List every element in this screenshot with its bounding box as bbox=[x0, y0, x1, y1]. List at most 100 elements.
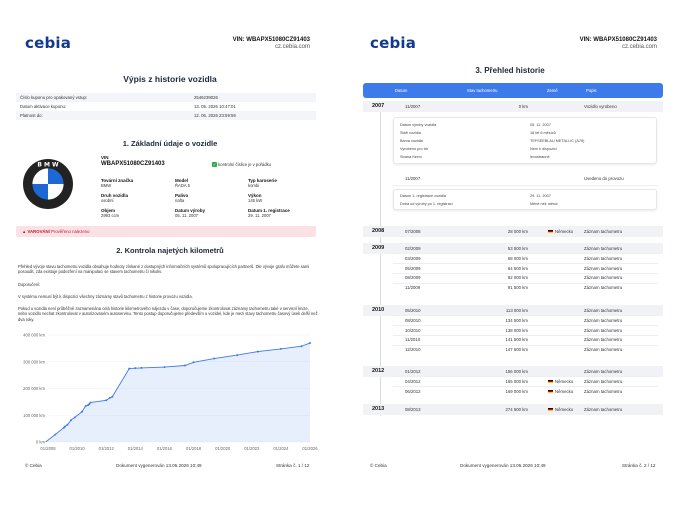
row-divider bbox=[393, 282, 658, 284]
country-name: Německo bbox=[555, 378, 574, 384]
row-date: 11/2010 bbox=[405, 337, 421, 343]
row-description: Záznam tachometru bbox=[584, 285, 623, 291]
y-tick-label: 300 000 km bbox=[23, 359, 45, 364]
data-point bbox=[70, 419, 73, 422]
info-label: Platnost do: bbox=[20, 113, 43, 118]
data-point bbox=[256, 350, 259, 353]
detail-key: Vyrobeno pro trh bbox=[400, 147, 429, 151]
row-odometer: 82 000 km bbox=[507, 275, 528, 281]
year-label: 2008 bbox=[372, 228, 385, 234]
row-odometer: 64 500 km bbox=[507, 265, 528, 271]
country-name: Německo bbox=[555, 407, 574, 412]
row-odometer: 58 000 km bbox=[507, 255, 528, 261]
x-tick-label: 01/2026 bbox=[302, 446, 318, 451]
row-divider bbox=[393, 272, 658, 274]
recommendation-title: Doporučení: bbox=[18, 282, 41, 287]
info-row: Platnost do: 12. 06. 2026 23:59:59 bbox=[16, 111, 316, 120]
year-band bbox=[363, 404, 663, 415]
germany-flag-icon bbox=[548, 380, 553, 384]
row-divider bbox=[393, 325, 658, 327]
year-label: 2007 bbox=[372, 103, 385, 109]
detail-value: TEFSEEBLAU METALLIC (A78) bbox=[530, 139, 585, 143]
cebia-logo: cebia bbox=[370, 34, 417, 52]
vin-header: VIN: WBAPX51080CZ91403 cz.cebia.com bbox=[233, 37, 310, 51]
info-label: Číslo kuponu pro opakovaný vstup: bbox=[20, 95, 88, 100]
y-tick-label: 100 000 km bbox=[23, 413, 45, 418]
col-date: Datum bbox=[395, 88, 408, 93]
vin-label: VIN bbox=[101, 155, 109, 160]
y-tick-label: 0 km bbox=[36, 440, 46, 445]
country-name: Německo bbox=[555, 388, 574, 394]
cebia-logo: cebia bbox=[25, 34, 72, 52]
data-point bbox=[184, 364, 187, 367]
row-odometer: 53 500 km bbox=[507, 246, 528, 251]
data-point bbox=[63, 425, 66, 428]
footer-left: © Cebia bbox=[370, 463, 387, 468]
row-description: Záznam tachometru bbox=[584, 246, 623, 251]
row-country: Německo bbox=[548, 379, 573, 384]
detail-key: Strana řízení bbox=[400, 155, 422, 159]
row-description: Uvedeno do provozu bbox=[584, 176, 624, 181]
row-date: 08/2013 bbox=[405, 407, 421, 412]
row-date: 02/2009 bbox=[405, 246, 421, 251]
footer-page-number: Stránka č. 2 / 12 bbox=[622, 463, 656, 468]
row-country: Německo bbox=[548, 407, 573, 412]
field: Druh vozidla osobní bbox=[101, 193, 129, 203]
field: Typ karoserie kombi bbox=[248, 178, 277, 188]
section-2-title: 2. Kontrola najetých kilometrů bbox=[116, 246, 224, 255]
page-title: 3. Přehled historie bbox=[475, 66, 545, 75]
data-point bbox=[300, 345, 303, 348]
info-value: 13. 05. 2026 10:47:01 bbox=[194, 104, 236, 109]
data-point bbox=[88, 403, 91, 406]
row-odometer: 91 500 km bbox=[507, 285, 528, 291]
row-divider bbox=[393, 263, 658, 265]
vin-header-site: cz.cebia.com bbox=[274, 44, 310, 50]
row-description: Záznam tachometru bbox=[584, 407, 623, 412]
row-odometer: 141 500 km bbox=[505, 337, 528, 343]
recommendation-text: V systému nemusí být k dispozici všechny… bbox=[18, 294, 193, 299]
row-description: Záznam tachometru bbox=[584, 347, 623, 353]
row-date: 08/2009 bbox=[405, 275, 421, 281]
row-date: 03/2009 bbox=[405, 255, 421, 261]
vin-header-site: cz.cebia.com bbox=[621, 44, 657, 50]
row-description: Záznam tachometru bbox=[584, 265, 623, 271]
row-date: 12/2010 bbox=[405, 347, 421, 353]
page-title: Výpis z historie vozidla bbox=[123, 74, 217, 84]
row-description: Záznam tachometru bbox=[584, 378, 623, 384]
germany-flag-icon bbox=[548, 389, 553, 393]
x-tick-label: 01/2018 bbox=[186, 446, 202, 451]
row-description: Záznam tachometru bbox=[584, 229, 623, 234]
vin-value: WBAPX51080CZ91403 bbox=[101, 161, 165, 167]
detail-value: Méně než měsíc bbox=[530, 202, 558, 206]
vin-header-vin: VIN: WBAPX51080CZ91403 bbox=[579, 37, 657, 43]
info-value: 12. 06. 2026 23:59:59 bbox=[194, 113, 236, 118]
detail-key: Datum 1. registrace vozidla bbox=[400, 194, 447, 198]
germany-flag-icon bbox=[548, 230, 553, 234]
x-tick-label: 01/2012 bbox=[99, 446, 115, 451]
data-point bbox=[73, 416, 76, 419]
year-band bbox=[363, 305, 663, 316]
year-band bbox=[363, 226, 663, 237]
year-band bbox=[363, 101, 663, 112]
row-date: 07/2008 bbox=[405, 229, 421, 234]
data-point bbox=[134, 367, 137, 370]
section-1-title: 1. Základní údaje o vozidle bbox=[122, 139, 218, 148]
detail-key: Doba od výroby po 1. registraci bbox=[400, 202, 453, 206]
row-description: Záznam tachometru bbox=[584, 327, 623, 333]
field: Model ŘADA 5 bbox=[175, 178, 190, 188]
row-odometer: 0 km bbox=[518, 104, 528, 109]
year-label: 2009 bbox=[372, 245, 385, 251]
field: Datum 1. registrace 29. 11. 2007 bbox=[248, 208, 290, 218]
data-point bbox=[163, 366, 166, 369]
detail-value: 05. 11. 2007 bbox=[530, 123, 551, 127]
detail-value: 29. 11. 2007 bbox=[530, 194, 551, 198]
row-date: 05/2010 bbox=[405, 308, 421, 313]
mileage-chart: 0 km 100 000 km 200 000 km 300 000 km 400 00… bbox=[23, 333, 318, 452]
row-divider bbox=[393, 376, 658, 378]
row-odometer: 138 000 km bbox=[505, 327, 528, 333]
row-date: 01/2012 bbox=[405, 369, 421, 374]
vin-header-vin: VIN: WBAPX51080CZ91403 bbox=[232, 37, 310, 43]
data-point bbox=[80, 410, 83, 413]
field: Palivo nafta bbox=[175, 193, 189, 203]
year-label: 2013 bbox=[372, 406, 385, 412]
